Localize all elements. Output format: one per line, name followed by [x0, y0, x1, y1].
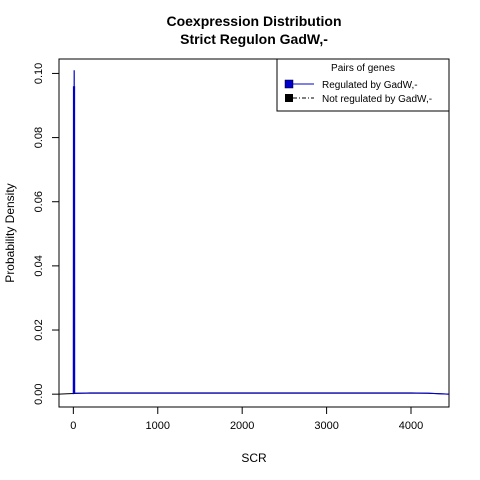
x-tick-label: 3000 — [314, 420, 338, 432]
y-axis-label: Probability Density — [3, 183, 17, 282]
y-tick-label: 0.04 — [33, 255, 45, 276]
y-tick-label: 0.08 — [33, 127, 45, 148]
y-tick-label: 0.06 — [33, 191, 45, 212]
y-tick-label: 0.00 — [33, 383, 45, 404]
legend-label-regulated: Regulated by GadW,- — [322, 80, 418, 91]
series-line-regulated — [72, 70, 450, 395]
x-tick-label: 1000 — [146, 420, 170, 432]
x-tick-label: 4000 — [399, 420, 423, 432]
legend: Pairs of genes Regulated by GadW,- Not r… — [276, 58, 450, 112]
legend-box — [276, 58, 450, 112]
x-tick-label: 2000 — [230, 420, 254, 432]
chart-subtitle: Strict Regulon GadW,- — [180, 31, 328, 47]
y-axis: 0.00 0.02 0.04 0.06 0.08 0.10 — [33, 63, 59, 405]
y-tick-label: 0.10 — [33, 63, 45, 84]
legend-swatch-not-regulated — [285, 94, 293, 102]
plot-frame — [58, 58, 450, 408]
x-axis-label: SCR — [241, 451, 267, 465]
x-tick-label: 0 — [70, 420, 76, 432]
legend-label-not-regulated: Not regulated by GadW,- — [322, 94, 432, 105]
legend-swatch-regulated — [284, 79, 294, 89]
chart-title: Coexpression Distribution — [166, 13, 341, 29]
legend-title: Pairs of genes — [331, 63, 395, 74]
series-layer — [58, 70, 450, 395]
x-axis: 0 1000 2000 3000 4000 — [70, 407, 423, 432]
y-tick-label: 0.02 — [33, 319, 45, 340]
